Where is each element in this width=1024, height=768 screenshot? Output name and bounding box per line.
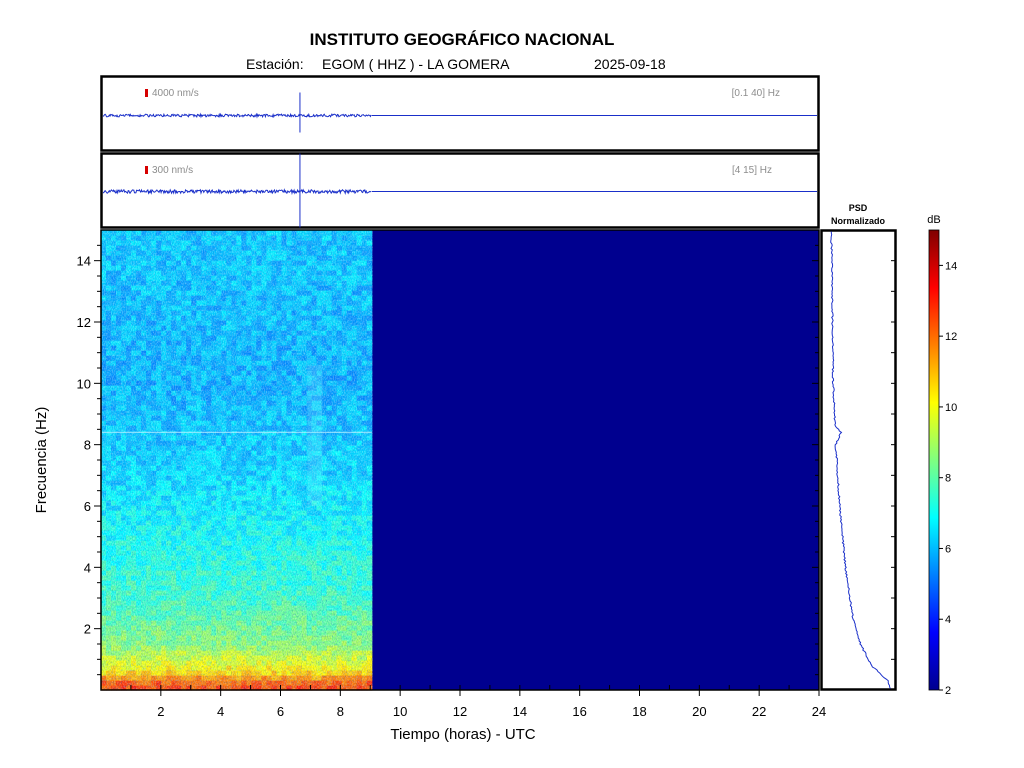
station-name: EGOM ( HHZ ) - LA GOMERA <box>322 56 510 72</box>
scale-marker-2 <box>145 166 148 174</box>
trace-noise <box>102 188 372 196</box>
band-label-2: [4 15] Hz <box>732 165 772 176</box>
trace-waveform-2 <box>102 153 817 228</box>
page-title: INSTITUTO GEOGRÁFICO NACIONAL <box>310 30 615 49</box>
trace-noise <box>102 112 372 119</box>
trace-panel-filtered: 300 nm/s [4 15] Hz <box>100 152 820 229</box>
band-label-1: [0.1 40] Hz <box>732 88 780 99</box>
scale-label-1: 4000 nm/s <box>152 88 199 99</box>
spectral-band <box>307 364 323 506</box>
trace-panel-broadband: 4000 nm/s [0.1 40] Hz <box>100 75 820 152</box>
scale-label-2: 300 nm/s <box>152 165 193 176</box>
trace-waveform-1 <box>102 92 817 133</box>
spectrogram-texture-dark <box>102 231 373 689</box>
record-date: 2025-09-18 <box>594 56 666 72</box>
spectrogram-features <box>102 364 372 506</box>
station-label: Estación: <box>246 56 304 72</box>
scale-marker-1 <box>145 89 148 97</box>
trace-frame-1 <box>100 75 820 152</box>
